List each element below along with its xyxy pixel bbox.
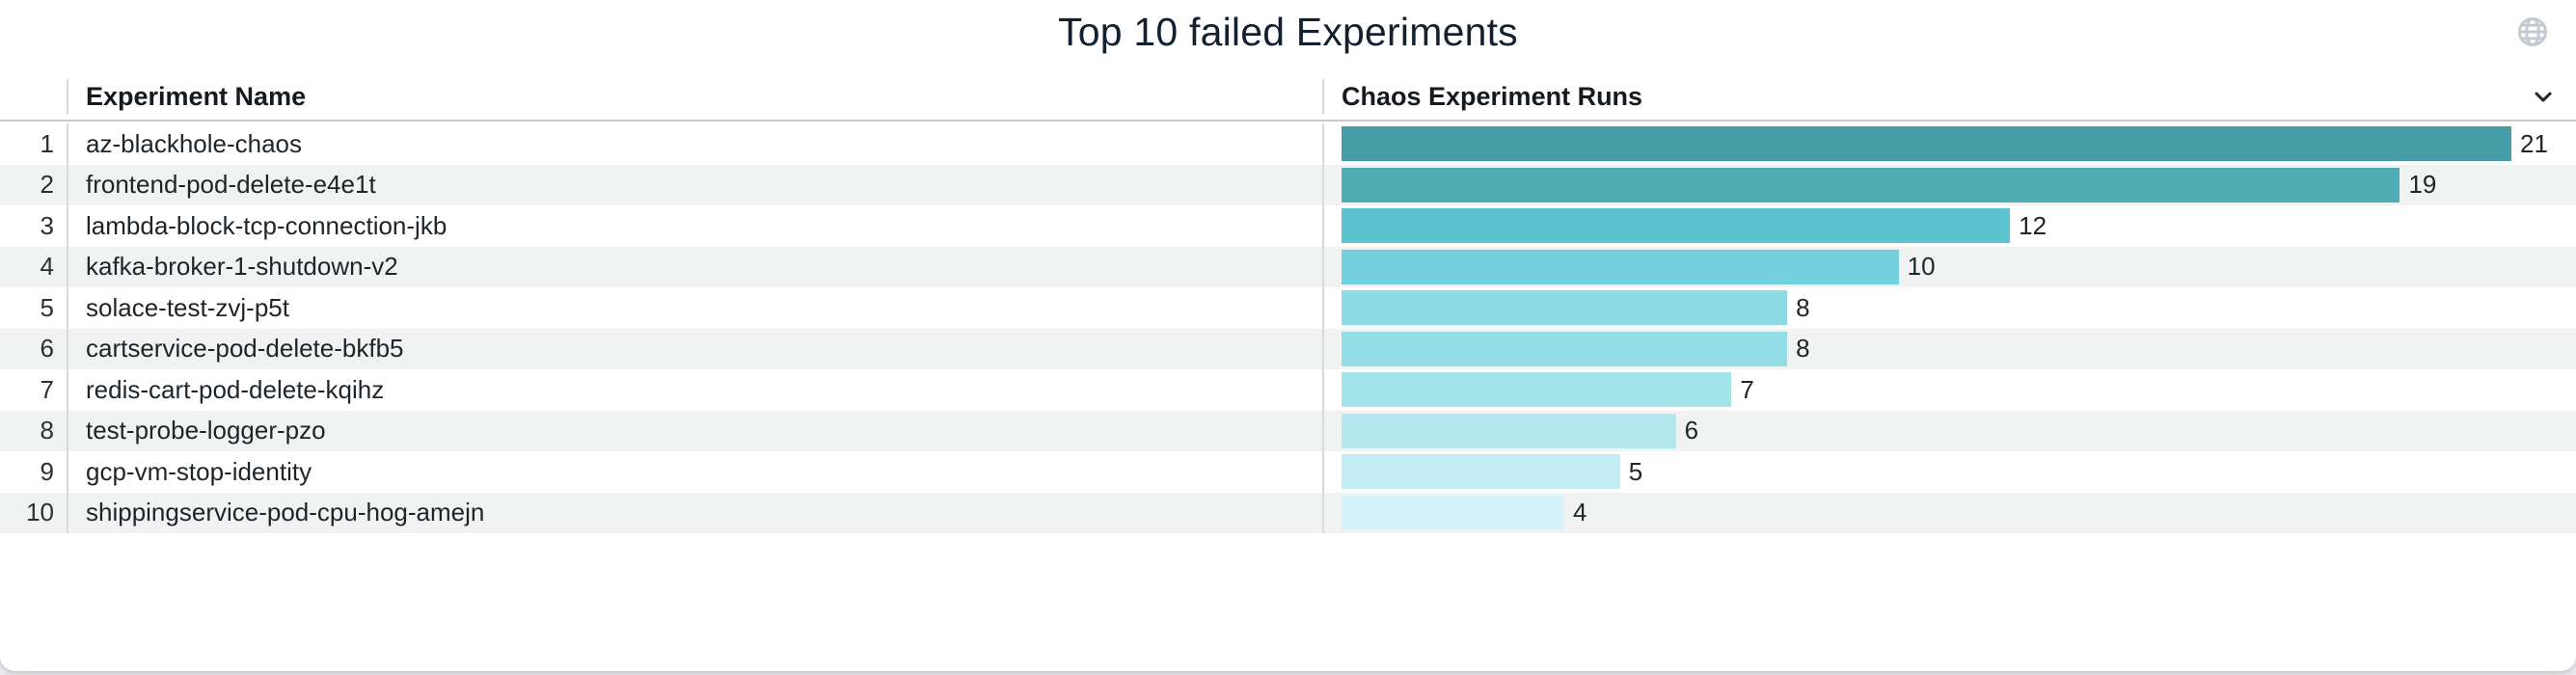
runs-bar-cell: 4 [1322,492,2576,533]
experiment-runs-bar[interactable] [1342,126,2511,162]
bar-value-label: 21 [2520,128,2548,158]
table-row: 6 cartservice-pod-delete-bkfb5 8 [0,328,2576,369]
bar-value-label: 8 [1796,334,1810,364]
row-rank: 1 [40,128,54,158]
experiment-runs-bar[interactable] [1342,249,1899,284]
table-header: Experiment Name Chaos Experiment Runs [0,73,2576,122]
page-title: Top 10 failed Experiments [1058,10,1518,54]
experiment-name: kafka-broker-1-shutdown-v2 [67,246,1322,287]
experiment-name: frontend-pod-delete-e4e1t [67,164,1322,205]
experiment-name: test-probe-logger-pzo [67,410,1322,451]
row-rank: 2 [40,170,54,200]
row-rank: 10 [26,498,54,527]
bar-value-label: 8 [1796,292,1810,322]
experiment-runs-bar[interactable] [1342,290,1788,326]
experiment-runs-bar[interactable] [1342,208,2011,244]
column-header-experiment-name: Experiment Name [67,79,1322,114]
column-header-chaos-experiment-runs: Chaos Experiment Runs [1322,79,2576,114]
table-row: 9 gcp-vm-stop-identity 5 [0,451,2576,493]
experiment-name: cartservice-pod-delete-bkfb5 [67,328,1322,369]
experiment-runs-bar[interactable] [1342,495,1565,530]
runs-bar-cell: 8 [1322,328,2576,369]
table-row: 5 solace-test-zvj-p5t 8 [0,287,2576,329]
experiment-runs-bar[interactable] [1342,454,1620,490]
table-body: 1 az-blackhole-chaos 21 2 frontend-pod-d… [0,123,2576,533]
experiment-name: shippingservice-pod-cpu-hog-amejn [67,492,1322,533]
table-row: 2 frontend-pod-delete-e4e1t 19 [0,164,2576,205]
row-rank: 8 [40,416,54,446]
experiment-name: lambda-block-tcp-connection-jkb [67,205,1322,247]
table-row: 1 az-blackhole-chaos 21 [0,123,2576,165]
table-row: 8 test-probe-logger-pzo 6 [0,410,2576,451]
experiment-name: redis-cart-pod-delete-kqihz [67,369,1322,411]
bar-value-label: 4 [1573,498,1587,527]
chevron-down-icon[interactable] [2530,83,2557,110]
runs-bar-cell: 12 [1322,205,2576,247]
runs-bar-cell: 19 [1322,164,2576,205]
experiment-runs-bar[interactable] [1342,372,1732,408]
row-rank: 9 [40,456,54,486]
bar-value-label: 6 [1684,416,1699,446]
bar-value-label: 7 [1740,374,1754,404]
table-row: 3 lambda-block-tcp-connection-jkb 12 [0,205,2576,247]
row-rank: 6 [40,334,54,364]
table-row: 4 kafka-broker-1-shutdown-v2 10 [0,246,2576,287]
experiment-name: solace-test-zvj-p5t [67,287,1322,329]
runs-bar-cell: 8 [1322,287,2576,329]
experiment-runs-bar[interactable] [1342,331,1788,366]
runs-bar-cell: 10 [1322,246,2576,287]
globe-icon[interactable] [2515,14,2550,49]
row-rank: 3 [40,210,54,240]
row-rank: 5 [40,292,54,322]
bar-value-label: 5 [1628,456,1643,486]
runs-bar-cell: 21 [1322,123,2576,165]
experiment-name: gcp-vm-stop-identity [67,451,1322,493]
experiment-runs-bar[interactable] [1342,167,2400,202]
runs-bar-cell: 6 [1322,410,2576,451]
runs-bar-cell: 5 [1322,451,2576,493]
bar-value-label: 12 [2019,210,2047,240]
column-header-label: Chaos Experiment Runs [1342,81,1643,111]
runs-bar-cell: 7 [1322,369,2576,411]
bar-value-label: 19 [2408,170,2437,200]
table-row: 10 shippingservice-pod-cpu-hog-amejn 4 [0,492,2576,533]
bar-value-label: 10 [1907,252,1936,282]
row-rank: 4 [40,252,54,282]
experiment-runs-bar[interactable] [1342,413,1676,448]
table-row: 7 redis-cart-pod-delete-kqihz 7 [0,369,2576,411]
row-rank: 7 [40,374,54,404]
experiment-name: az-blackhole-chaos [67,123,1322,165]
